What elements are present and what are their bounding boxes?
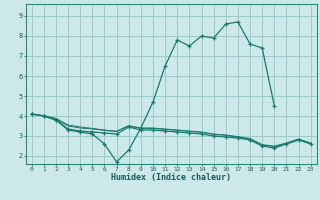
- X-axis label: Humidex (Indice chaleur): Humidex (Indice chaleur): [111, 173, 231, 182]
